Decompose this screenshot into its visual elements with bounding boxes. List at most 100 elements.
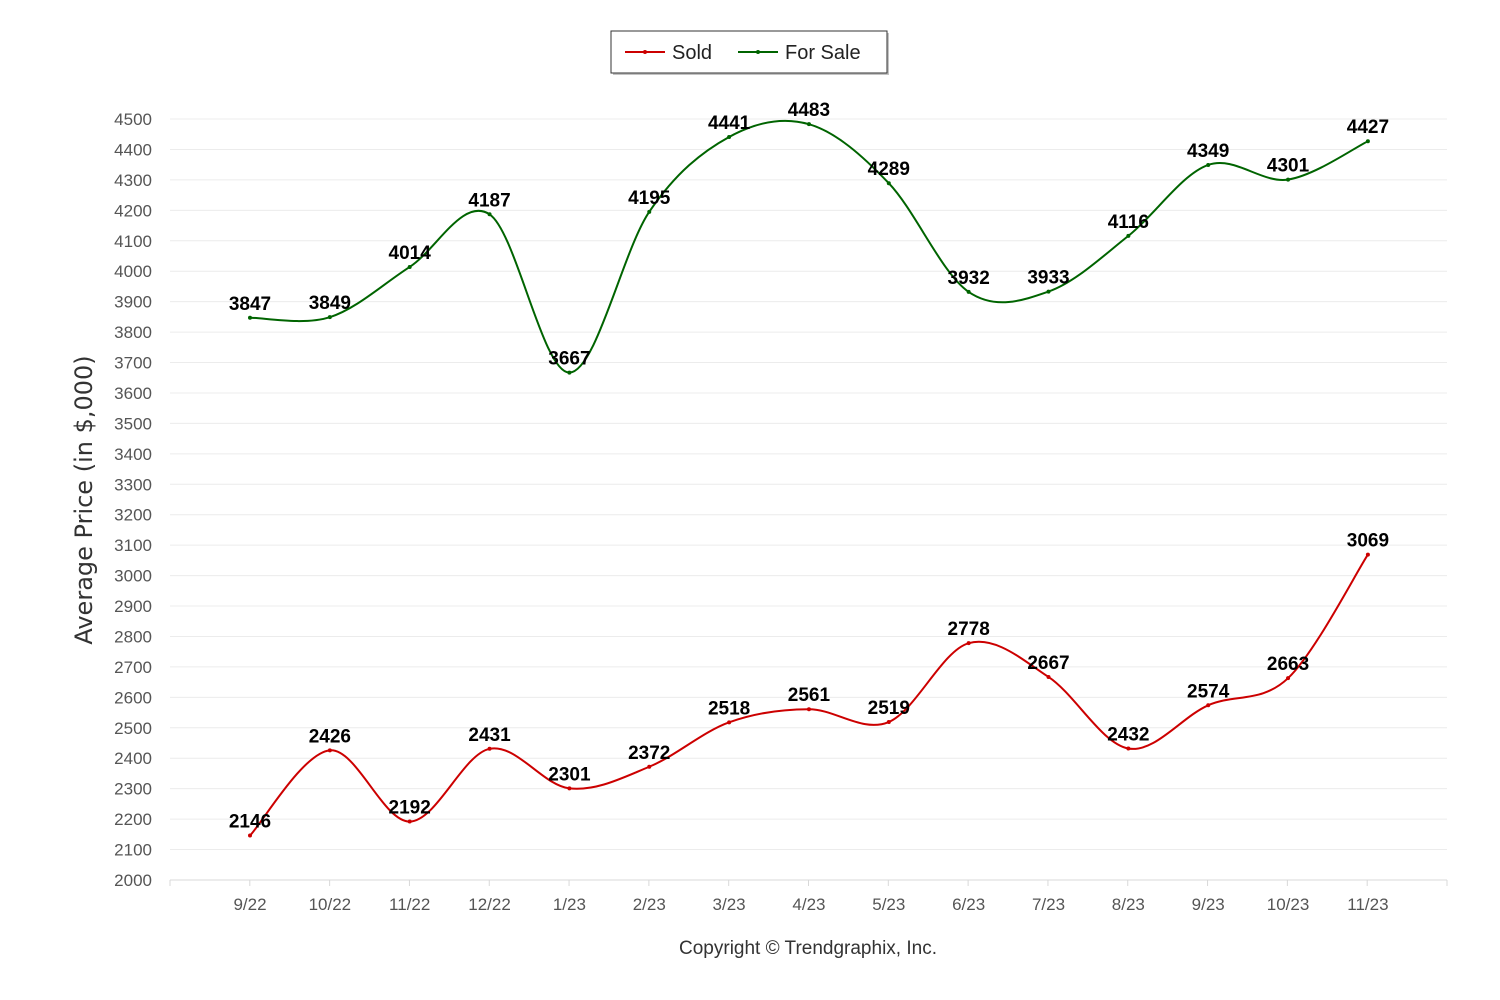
y-tick-label: 2200 bbox=[114, 810, 152, 829]
data-point-for-sale bbox=[327, 315, 332, 320]
data-point-for-sale bbox=[966, 289, 971, 294]
y-tick-label: 4400 bbox=[114, 140, 152, 159]
data-label-for-sale: 4427 bbox=[1347, 117, 1389, 138]
data-point-for-sale bbox=[487, 212, 492, 217]
legend: Sold For Sale bbox=[610, 30, 889, 75]
y-tick-label: 3900 bbox=[114, 293, 152, 312]
legend-label-for-sale: For Sale bbox=[785, 42, 861, 64]
y-tick-label: 3600 bbox=[114, 384, 152, 403]
y-tick-labels: 2000 2100 2200 2300 2400 2500 2600 2700 2800 2900… bbox=[114, 110, 152, 890]
x-tick-label: 10/23 bbox=[1267, 895, 1310, 914]
y-tick-label: 2300 bbox=[114, 780, 152, 799]
x-tick-label: 4/23 bbox=[792, 895, 825, 914]
data-point-sold bbox=[567, 786, 572, 791]
y-tick-label: 2700 bbox=[114, 658, 152, 677]
data-point-sold bbox=[647, 764, 652, 769]
data-point-sold bbox=[1126, 746, 1131, 751]
legend-marker-for-sale bbox=[756, 50, 760, 54]
data-point-for-sale bbox=[1046, 289, 1051, 294]
data-label-for-sale: 3933 bbox=[1027, 268, 1069, 289]
data-point-sold bbox=[966, 641, 971, 646]
y-tick-label: 3400 bbox=[114, 445, 152, 464]
data-label-for-sale: 4187 bbox=[468, 190, 510, 211]
x-tick-label: 12/22 bbox=[468, 895, 511, 914]
data-point-sold bbox=[1206, 703, 1211, 708]
data-label-sold: 2519 bbox=[868, 698, 910, 719]
data-point-sold bbox=[407, 819, 412, 824]
y-tick-label: 4200 bbox=[114, 201, 152, 220]
data-point-for-sale bbox=[567, 370, 572, 375]
data-label-for-sale: 4441 bbox=[708, 113, 751, 134]
legend-label-sold: Sold bbox=[672, 42, 712, 64]
y-tick-label: 3000 bbox=[114, 567, 152, 586]
y-tick-label: 2100 bbox=[114, 841, 152, 860]
data-point-sold bbox=[727, 720, 732, 725]
data-label-for-sale: 3667 bbox=[548, 349, 590, 370]
data-label-for-sale: 4014 bbox=[389, 243, 432, 264]
y-tick-label: 4300 bbox=[114, 171, 152, 190]
data-point-sold bbox=[248, 833, 252, 838]
data-label-sold: 2432 bbox=[1107, 724, 1149, 745]
data-label-sold: 2426 bbox=[309, 726, 351, 747]
data-point-sold bbox=[1365, 552, 1370, 557]
x-tick-label: 2/23 bbox=[633, 895, 666, 914]
data-label-for-sale: 4116 bbox=[1108, 212, 1149, 233]
y-tick-label: 2000 bbox=[114, 871, 152, 890]
y-tick-label: 2400 bbox=[114, 749, 152, 768]
data-label-sold: 2574 bbox=[1187, 681, 1230, 702]
data-label-for-sale: 3849 bbox=[309, 293, 351, 314]
data-point-for-sale bbox=[806, 122, 811, 127]
data-point-for-sale bbox=[727, 134, 732, 139]
y-tick-label: 3100 bbox=[114, 536, 152, 555]
data-label-for-sale: 3932 bbox=[948, 268, 990, 289]
x-tick-labels: 9/22 10/22 11/22 12/22 1/23 2/23 3/23 4/23 5/23 6… bbox=[233, 895, 1388, 914]
data-label-sold: 2301 bbox=[548, 764, 591, 785]
x-tick-label: 5/23 bbox=[872, 895, 905, 914]
data-label-sold: 2561 bbox=[788, 685, 831, 706]
data-label-sold: 2778 bbox=[948, 619, 990, 640]
x-tick-label: 11/22 bbox=[389, 895, 430, 914]
data-point-sold bbox=[327, 748, 332, 753]
data-point-for-sale bbox=[248, 315, 252, 320]
x-tick-label: 9/22 bbox=[233, 895, 266, 914]
x-tick-label: 9/23 bbox=[1192, 895, 1225, 914]
data-label-sold: 3069 bbox=[1347, 531, 1389, 552]
x-tick-label: 7/23 bbox=[1032, 895, 1065, 914]
data-label-sold: 2192 bbox=[389, 798, 431, 819]
x-tick-label: 10/22 bbox=[309, 895, 352, 914]
data-point-for-sale bbox=[647, 209, 652, 214]
y-tick-label: 4100 bbox=[114, 232, 152, 251]
axes bbox=[169, 880, 1448, 886]
x-tick-label: 6/23 bbox=[952, 895, 985, 914]
data-label-for-sale: 4483 bbox=[788, 100, 830, 121]
data-point-sold bbox=[487, 746, 492, 751]
data-point-sold bbox=[886, 720, 891, 725]
y-tick-label: 3200 bbox=[114, 506, 152, 525]
grid-lines bbox=[170, 118, 1447, 881]
data-label-sold: 2146 bbox=[229, 812, 271, 833]
series-lines bbox=[248, 119, 1370, 838]
x-tick-label: 3/23 bbox=[713, 895, 746, 914]
data-point-sold bbox=[1286, 676, 1291, 681]
data-label-sold: 2372 bbox=[628, 743, 670, 764]
data-label-for-sale: 3847 bbox=[229, 294, 271, 315]
y-tick-label: 3700 bbox=[114, 354, 152, 373]
data-label-sold: 2431 bbox=[468, 725, 511, 746]
y-tick-label: 4500 bbox=[114, 110, 152, 129]
x-tick-label: 1/23 bbox=[553, 895, 586, 914]
data-label-sold: 2663 bbox=[1267, 654, 1309, 675]
y-tick-label: 3500 bbox=[114, 414, 152, 433]
y-axis-label: Average Price (in $,000) bbox=[70, 355, 98, 644]
y-tick-label: 2500 bbox=[114, 719, 152, 738]
y-tick-label: 4000 bbox=[114, 262, 152, 281]
data-point-for-sale bbox=[1206, 162, 1211, 167]
data-point-for-sale bbox=[1286, 177, 1291, 182]
data-labels: 2146 2426 2192 2431 2301 2372 2518 2561 2519 2778… bbox=[229, 100, 1389, 832]
data-label-for-sale: 4301 bbox=[1267, 156, 1310, 177]
data-label-for-sale: 4349 bbox=[1187, 141, 1229, 162]
series-line-for-sale bbox=[249, 119, 1369, 374]
data-label-sold: 2667 bbox=[1027, 653, 1069, 674]
data-point-for-sale bbox=[886, 181, 891, 186]
y-tick-label: 3800 bbox=[114, 323, 152, 342]
